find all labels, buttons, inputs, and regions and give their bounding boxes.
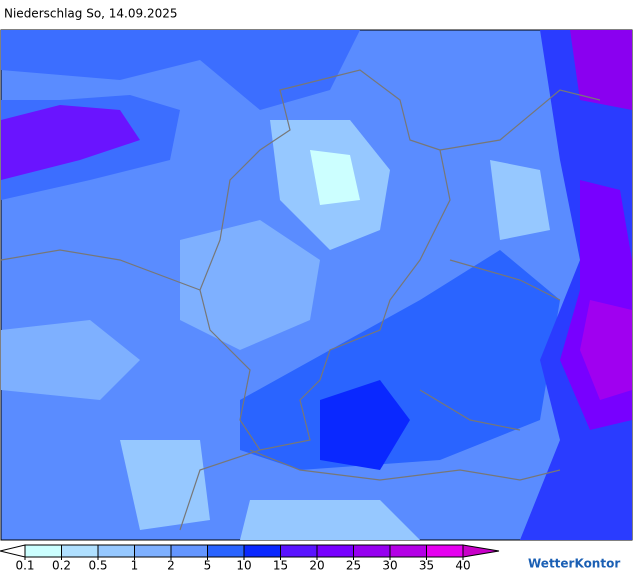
- legend-swatch: [207, 544, 245, 558]
- precip-area: [310, 150, 360, 205]
- legend-swatch: [316, 544, 354, 558]
- map-title: Niederschlag So, 14.09.2025: [4, 7, 178, 21]
- legend-label: 30: [382, 559, 397, 573]
- legend-swatch: [170, 544, 208, 558]
- legend-swatch: [353, 544, 391, 558]
- legend-swatch: [426, 544, 464, 558]
- precip-area: [1, 105, 140, 180]
- legend-label: 40: [455, 559, 470, 573]
- legend-swatch: [134, 544, 172, 558]
- legend-label: 35: [419, 559, 434, 573]
- legend-label: 20: [309, 559, 324, 573]
- legend-label: 5: [204, 559, 212, 573]
- legend-swatch: [389, 544, 427, 558]
- legend-swatch: [24, 544, 62, 558]
- brand-logo: WetterKontor: [528, 557, 620, 571]
- legend-label: 15: [273, 559, 288, 573]
- legend-swatch: [280, 544, 318, 558]
- precip-area: [490, 160, 550, 240]
- legend-arrow-high: [462, 544, 500, 558]
- legend-arrow-low: [0, 544, 26, 558]
- precip-area: [570, 30, 632, 110]
- precip-area: [240, 500, 420, 540]
- country-border: [0, 89, 601, 531]
- legend-swatch: [61, 544, 99, 558]
- precip-area: [580, 300, 632, 400]
- legend-label: 25: [346, 559, 361, 573]
- legend-swatch: [243, 544, 281, 558]
- precip-area: [1, 320, 140, 400]
- legend-label: 0.5: [88, 559, 107, 573]
- precip-area: [1, 30, 360, 110]
- precipitation-map: [0, 29, 633, 541]
- country-border: [199, 69, 451, 451]
- legend-label: 0.2: [52, 559, 71, 573]
- legend: 0.1 0.2 0.5 1 2 5 10 15 20 25 30 35 40: [0, 544, 500, 573]
- legend-swatch: [97, 544, 135, 558]
- legend-label: 0.1: [15, 559, 34, 573]
- legend-label: 10: [236, 559, 251, 573]
- legend-label: 1: [131, 559, 139, 573]
- legend-label: 2: [167, 559, 175, 573]
- precip-area: [320, 380, 410, 470]
